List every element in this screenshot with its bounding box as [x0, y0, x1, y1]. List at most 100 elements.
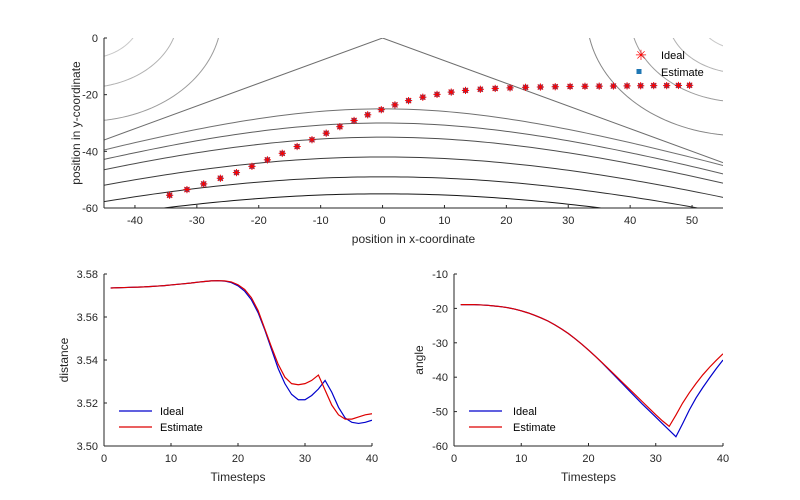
legend-ideal-label: Ideal — [160, 406, 184, 418]
distance-ytick-label: 3.56 — [77, 312, 98, 324]
trajectory-markers — [166, 81, 694, 199]
ideal-point — [404, 97, 413, 105]
ideal-point — [322, 129, 330, 137]
distance-ytick-label: 3.54 — [77, 355, 98, 367]
ideal-point — [623, 82, 631, 90]
ideal-point — [183, 185, 191, 194]
legend-ideal-label: Ideal — [661, 50, 685, 62]
ideal-point — [595, 82, 603, 90]
angle-ytick-label: -20 — [432, 303, 448, 315]
contour-line — [672, 38, 723, 72]
distance-ylabel: distance — [57, 337, 71, 382]
ideal-point — [637, 82, 645, 90]
distance-xtick-label: 40 — [366, 453, 378, 465]
ideal-point — [536, 83, 544, 91]
angle-xtick-label: 40 — [717, 453, 729, 465]
ideal-point — [650, 82, 658, 90]
trajectory-legend: ✳ Ideal Estimate — [635, 47, 704, 79]
ideal-point — [350, 116, 358, 125]
trajectory-axes: -40 -30 -20 -10 0 10 20 30 40 50 0 -20 -40 -60 — [82, 33, 723, 227]
trajectory-xtick-label: 20 — [500, 215, 512, 227]
trajectory-ytick-label: -60 — [82, 203, 98, 215]
trajectory-xtick-label: 50 — [686, 215, 698, 227]
distance-plot-area — [104, 274, 372, 446]
ideal-point — [685, 81, 694, 89]
ideal-point — [566, 82, 574, 91]
angle-axes: 0 10 20 30 40 -10 -20 -30 -40 -50 -60 — [432, 269, 729, 465]
contour-line — [104, 38, 723, 164]
distance-ytick-label: 3.52 — [77, 398, 98, 410]
contour-line — [633, 38, 723, 102]
ideal-point — [551, 83, 559, 91]
legend-ideal-label: Ideal — [513, 406, 537, 418]
ideal-point — [308, 136, 316, 144]
ideal-point — [200, 180, 208, 188]
angle-lines — [460, 304, 723, 438]
contour-line — [104, 122, 723, 175]
ideal-point — [663, 82, 671, 90]
ideal-point — [491, 84, 499, 93]
contour-line — [104, 136, 723, 184]
trajectory-ylabel: position in y-coordinate — [69, 61, 83, 185]
trajectory-xtick-label: -40 — [127, 215, 143, 227]
ideal-point — [447, 88, 455, 96]
ideal-point — [364, 111, 372, 119]
ideal-point — [278, 149, 286, 157]
angle-estimate-line — [460, 304, 723, 428]
angle-ytick-label: -30 — [432, 338, 448, 350]
distance-estimate-line — [110, 280, 372, 420]
angle-ytick-label: -50 — [432, 407, 448, 419]
ideal-point — [433, 90, 441, 98]
ideal-point — [232, 168, 241, 177]
distance-ytick-label: 3.58 — [77, 269, 98, 281]
angle-xtick-label: 0 — [451, 453, 457, 465]
trajectory-ytick-label: 0 — [92, 33, 98, 45]
distance-lines — [110, 280, 372, 425]
ideal-point — [336, 123, 344, 131]
contour-line — [104, 38, 134, 57]
contour-lines — [104, 38, 723, 208]
distance-axes: 0 10 20 30 40 3.50 3.52 3.54 3.56 3.58 — [77, 269, 379, 465]
trajectory-plot-area — [104, 38, 723, 208]
angle-ytick-label: -60 — [432, 441, 448, 453]
trajectory-plot: -40 -30 -20 -10 0 10 20 30 40 50 0 -20 -40 -60 positi… — [69, 33, 723, 246]
trajectory-xtick-label: -20 — [251, 215, 267, 227]
distance-xtick-label: 20 — [232, 453, 244, 465]
ideal-point — [506, 84, 514, 92]
angle-ylabel: angle — [412, 345, 426, 375]
angle-ytick-label: -10 — [432, 269, 448, 281]
ideal-point — [581, 82, 589, 90]
distance-plot: 0 10 20 30 403.503.523.543.563.58 Timesteps … — [57, 269, 378, 484]
ideal-point — [391, 101, 399, 109]
ideal-point — [419, 93, 427, 101]
contour-line — [160, 193, 605, 208]
ideal-point — [216, 174, 224, 182]
trajectory-xlabel: position in x-coordinate — [352, 232, 476, 246]
angle-xtick-label: 30 — [650, 453, 662, 465]
trajectory-ytick-label: -20 — [82, 90, 98, 102]
trajectory-ytick-label: -40 — [82, 146, 98, 158]
contour-line — [104, 176, 701, 208]
ideal-point — [674, 81, 683, 90]
angle-legend: Ideal Estimate — [469, 406, 556, 434]
ideal-point — [461, 86, 470, 95]
distance-xtick-label: 30 — [299, 453, 311, 465]
distance-xtick-label: 10 — [165, 453, 177, 465]
trajectory-xtick-label: -10 — [313, 215, 329, 227]
contour-line — [104, 38, 219, 121]
distance-ytick-label: 3.50 — [77, 441, 98, 453]
legend-estimate-label: Estimate — [661, 67, 704, 79]
contour-line — [589, 38, 723, 136]
ideal-point — [248, 162, 256, 170]
angle-plot-area — [454, 274, 723, 446]
legend-estimate-square-marker — [636, 69, 642, 74]
contour-line — [104, 156, 723, 198]
contour-line — [104, 38, 175, 87]
ideal-point — [521, 83, 530, 91]
angle-xtick-label: 20 — [582, 453, 594, 465]
ideal-point — [377, 106, 385, 114]
distance-legend: Ideal Estimate — [119, 406, 203, 434]
distance-xlabel: Timesteps — [211, 470, 266, 484]
ideal-point — [609, 82, 618, 90]
